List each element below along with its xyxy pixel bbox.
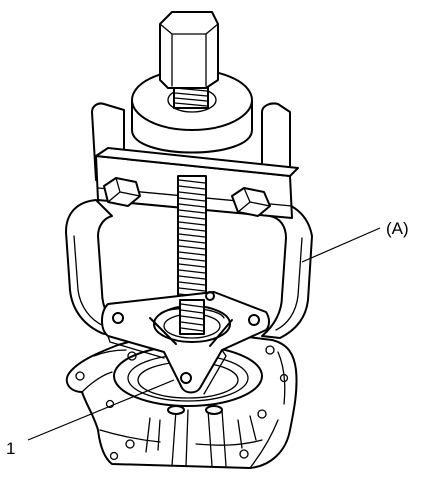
- thread-line: [178, 185, 206, 190]
- thread-line: [178, 209, 206, 214]
- thread-line: [178, 179, 206, 184]
- thread-line: [178, 203, 206, 208]
- thread-line: [178, 245, 206, 250]
- label-a: (A): [386, 219, 409, 238]
- thread-line: [178, 191, 206, 196]
- thread-line: [180, 327, 204, 332]
- puller-frame: [65, 102, 313, 339]
- housing: [65, 335, 298, 469]
- callout-a: (A): [301, 219, 409, 263]
- thread-line: [178, 251, 206, 256]
- thread-line: [178, 269, 206, 274]
- thread-line: [178, 233, 206, 238]
- thread-line: [178, 263, 206, 268]
- hex-bolt-head: [159, 11, 219, 89]
- thread-line: [180, 309, 204, 314]
- thread-line: [178, 227, 206, 232]
- thread-line: [178, 257, 206, 262]
- thread-line: [174, 102, 208, 107]
- thread-line: [178, 221, 206, 226]
- washer: [131, 69, 253, 154]
- callout-1: 1: [6, 379, 175, 458]
- thread-line: [174, 97, 208, 102]
- thread-line: [180, 315, 204, 320]
- thread-line: [178, 281, 206, 286]
- thread-line: [180, 303, 204, 308]
- thread-line: [178, 287, 206, 292]
- thread-line: [180, 321, 204, 326]
- thread-line: [178, 239, 206, 244]
- split-plate: [101, 291, 270, 395]
- thread-line: [174, 92, 208, 97]
- thread-line: [178, 197, 206, 202]
- label-1: 1: [6, 439, 15, 458]
- thread-line: [178, 215, 206, 220]
- thread-line: [178, 275, 206, 280]
